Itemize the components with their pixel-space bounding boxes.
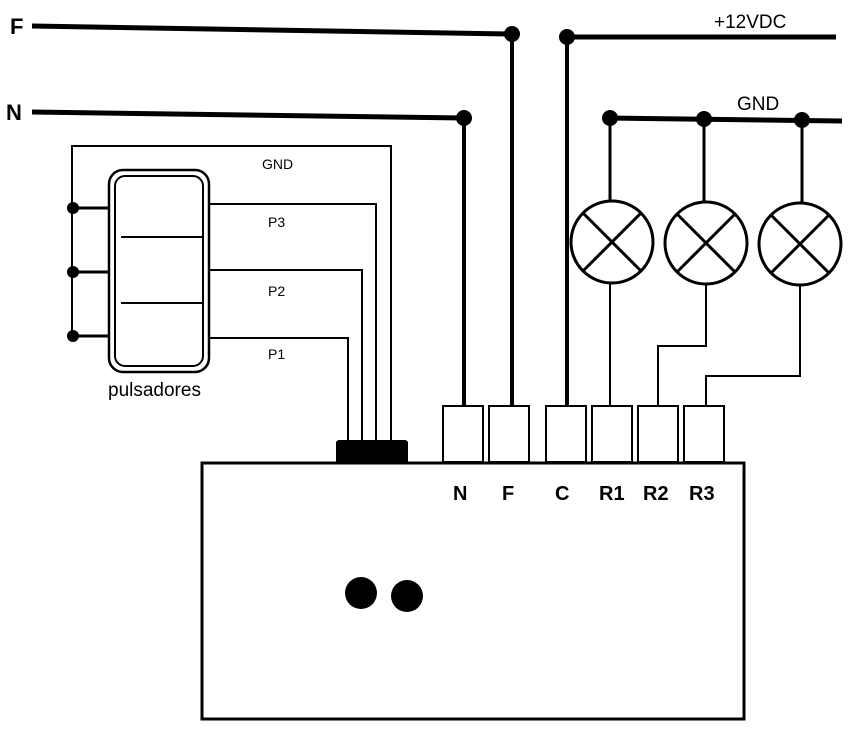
phase-rail-label: F — [10, 14, 23, 39]
pushbutton-p3-label: P3 — [268, 214, 285, 230]
pushbutton-caption: pulsadores — [108, 380, 201, 401]
ground-rail-label: GND — [737, 94, 779, 115]
terminal-label-n: N — [453, 483, 467, 505]
supply-rail-label: +12VDC — [714, 12, 786, 33]
lamp-3 — [705, 120, 843, 406]
terminal-label-c: C — [555, 483, 569, 505]
pushbutton-panel — [107, 168, 211, 374]
pushbutton-gnd-label: GND — [262, 156, 293, 172]
pushbutton-p1-wire — [209, 337, 349, 442]
pushbutton-connector — [336, 440, 408, 464]
indicator-dot-2 — [391, 580, 423, 612]
terminal-block — [442, 405, 725, 463]
supply-rail — [559, 29, 836, 406]
pushbutton-p1-label: P1 — [268, 346, 285, 362]
ground-rail — [602, 110, 843, 128]
indicator-dot-1 — [345, 577, 377, 609]
terminal-r2 — [637, 405, 679, 463]
phase-rail — [31, 23, 520, 406]
terminal-r3 — [683, 405, 725, 463]
neutral-rail — [31, 109, 472, 406]
controller-module — [200, 461, 746, 721]
terminal-f — [488, 405, 530, 463]
pushbutton-p2-wire — [209, 269, 363, 442]
terminal-label-r1: R1 — [599, 483, 625, 505]
terminal-c — [545, 405, 587, 463]
lamp-1 — [569, 118, 655, 406]
indicator-dots — [345, 577, 423, 612]
neutral-rail-label: N — [6, 100, 22, 125]
pushbutton-p2-label: P2 — [268, 283, 285, 299]
terminal-label-r2: R2 — [643, 483, 669, 505]
terminal-n — [442, 405, 484, 463]
terminal-label-f: F — [502, 483, 514, 505]
pushbutton-p3-wire — [209, 203, 377, 442]
terminal-label-r3: R3 — [689, 483, 715, 505]
pushbutton-gnd-wire — [67, 145, 392, 442]
lamp-2 — [657, 119, 749, 406]
terminal-r1 — [591, 405, 633, 463]
